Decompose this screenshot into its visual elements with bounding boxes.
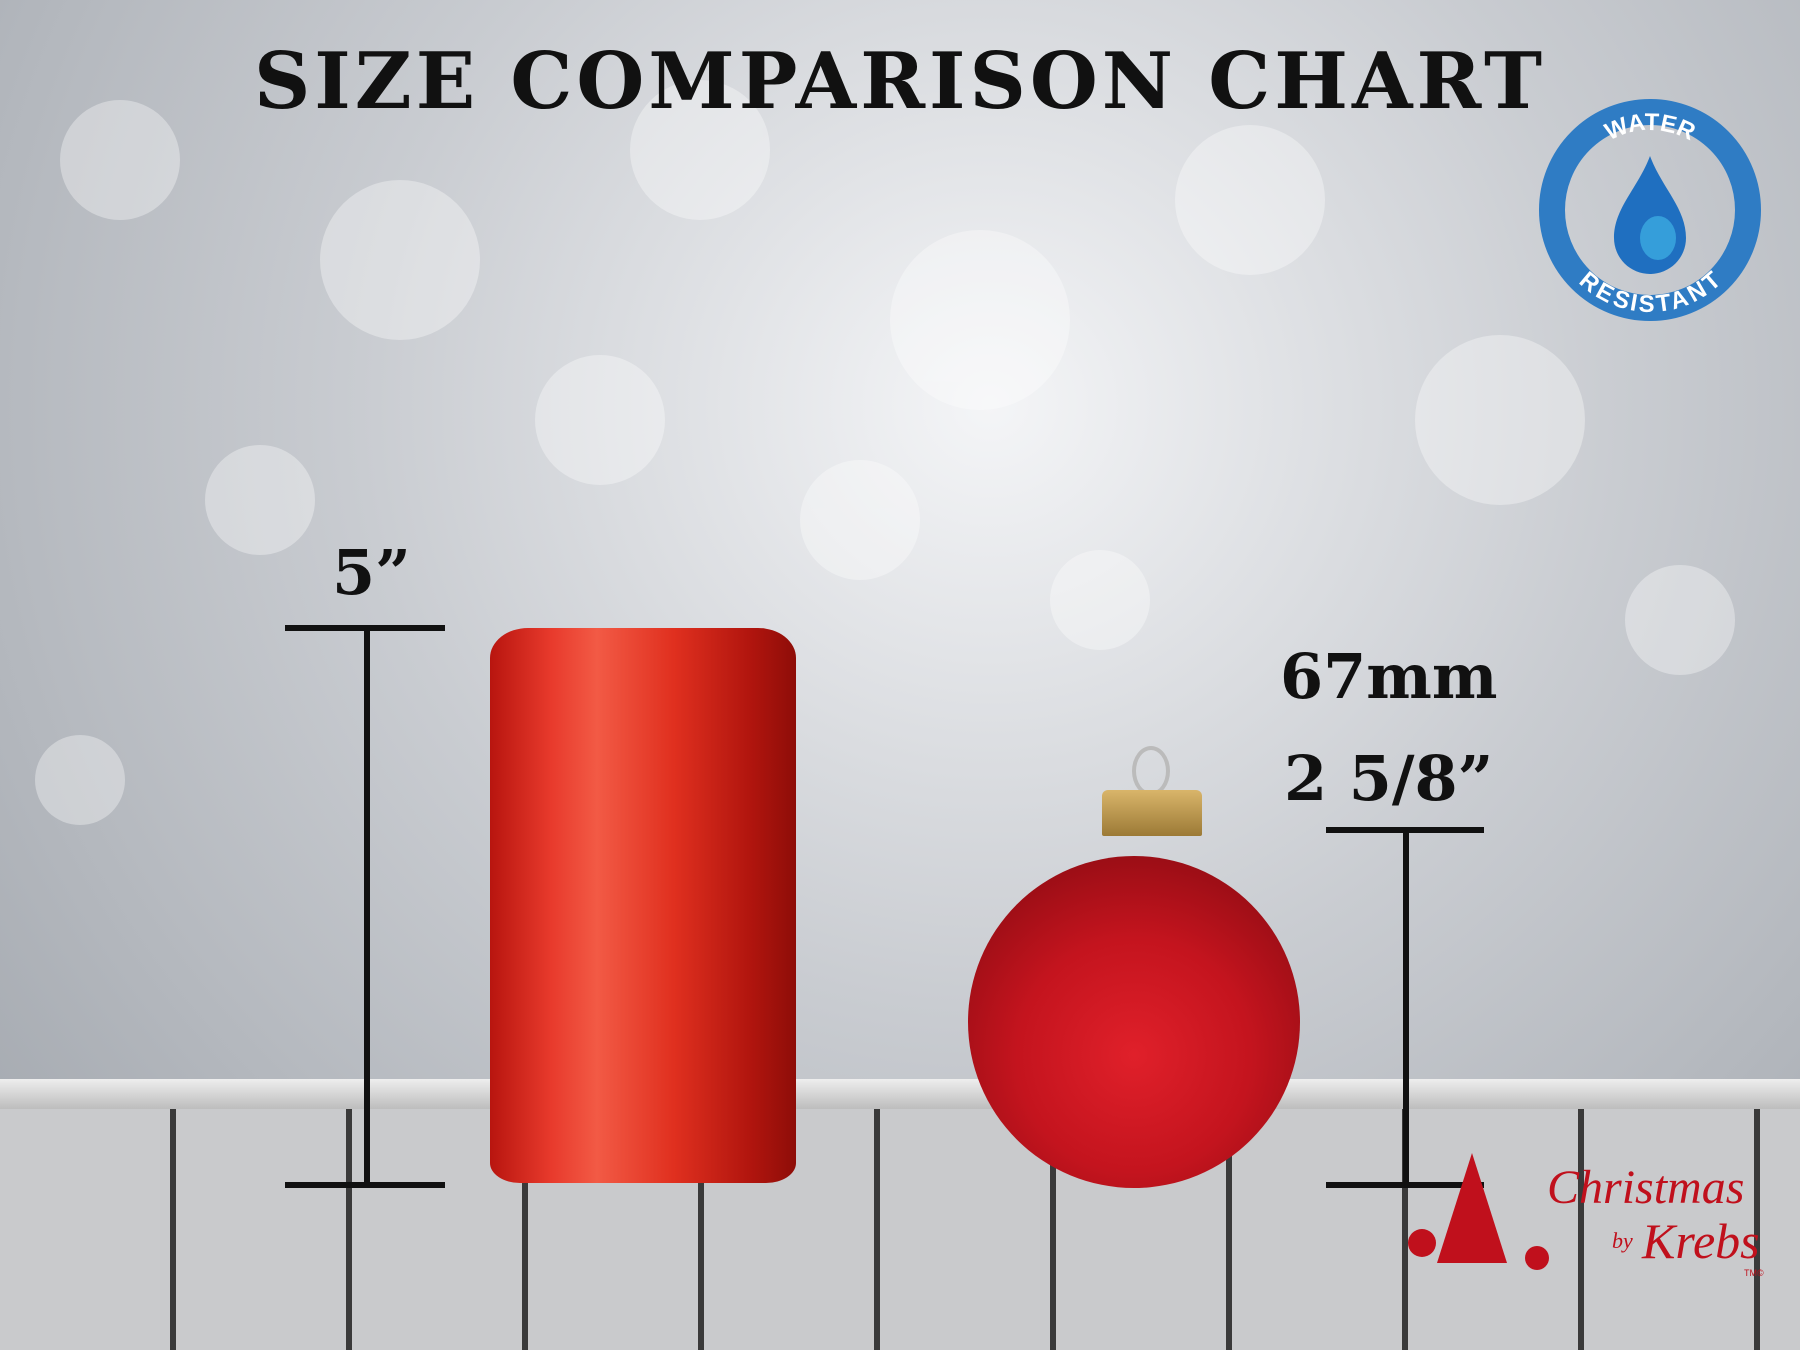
svg-text:Christmas: Christmas [1547,1161,1744,1214]
svg-text:TM©: TM© [1744,1268,1764,1278]
ornament-ball [968,856,1300,1188]
can-height-line [364,628,370,1185]
floor-edge [0,1079,1800,1109]
can-bottom-marker [285,1182,445,1188]
tree-silhouette-icon [1437,1153,1507,1263]
can-height-label: 5” [332,536,411,609]
ornament-hook [1132,746,1170,796]
ornament-bottom-marker [1326,1182,1484,1188]
ornament-cap [1102,790,1202,836]
svg-text:Krebs: Krebs [1641,1213,1760,1269]
svg-text:by: by [1612,1228,1633,1253]
wooden-floor [0,1079,1800,1350]
water-resistant-badge: WATER RESISTANT [1539,99,1761,321]
ornament-imperial-label: 2 5/8” [1284,742,1494,815]
ornament-metric-label: 67mm [1280,640,1498,713]
ornament-height-line [1403,830,1409,1185]
bokeh-background [0,0,1800,1080]
christmas-by-krebs-logo: Christmas by Krebs TM© [1408,1153,1764,1278]
soda-can [490,628,796,1183]
page-title: SIZE COMPARISON CHART [253,36,1547,127]
badge-bottom-text: RESISTANT [1574,266,1726,318]
